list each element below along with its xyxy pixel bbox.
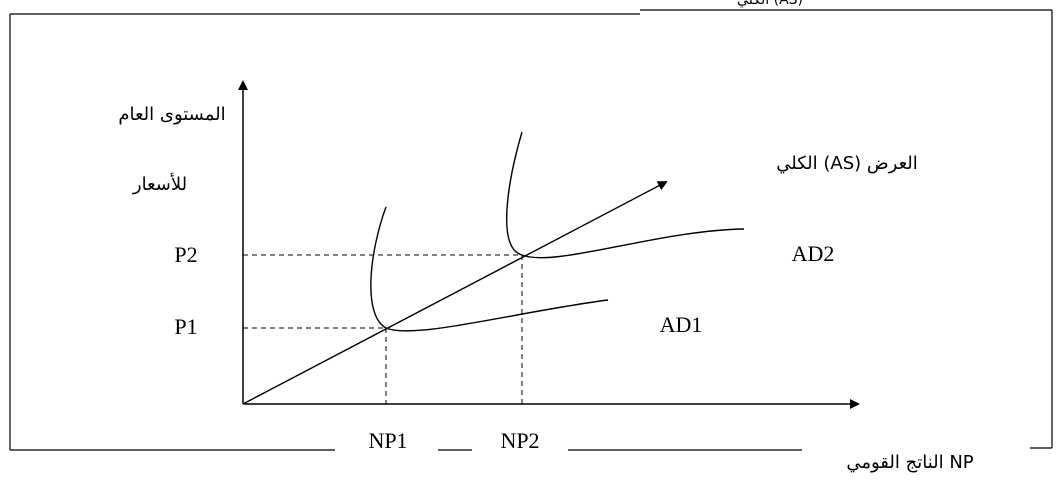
np1-label: NP1 [368,428,407,453]
as-label: العرض (AS) الكلي [776,153,918,174]
p2-label: P2 [174,242,197,267]
as-curve [242,181,668,405]
header-fragment: (AS) الكلي [737,0,803,8]
x-axis-label: NP الناتج القومي [846,452,973,473]
p1-label: P1 [174,314,197,339]
ad2-label: AD2 [792,241,835,266]
ad1-label: AD1 [660,312,703,337]
np2-label: NP2 [500,428,539,453]
ad2-curve [506,131,745,259]
figure-frame [9,9,1053,451]
y-axis-label-line1: المستوى العام [118,104,225,125]
y-axis-label-line2: للأسعار [132,173,187,195]
reference-lines [243,254,523,404]
ad1-curve [370,206,609,332]
